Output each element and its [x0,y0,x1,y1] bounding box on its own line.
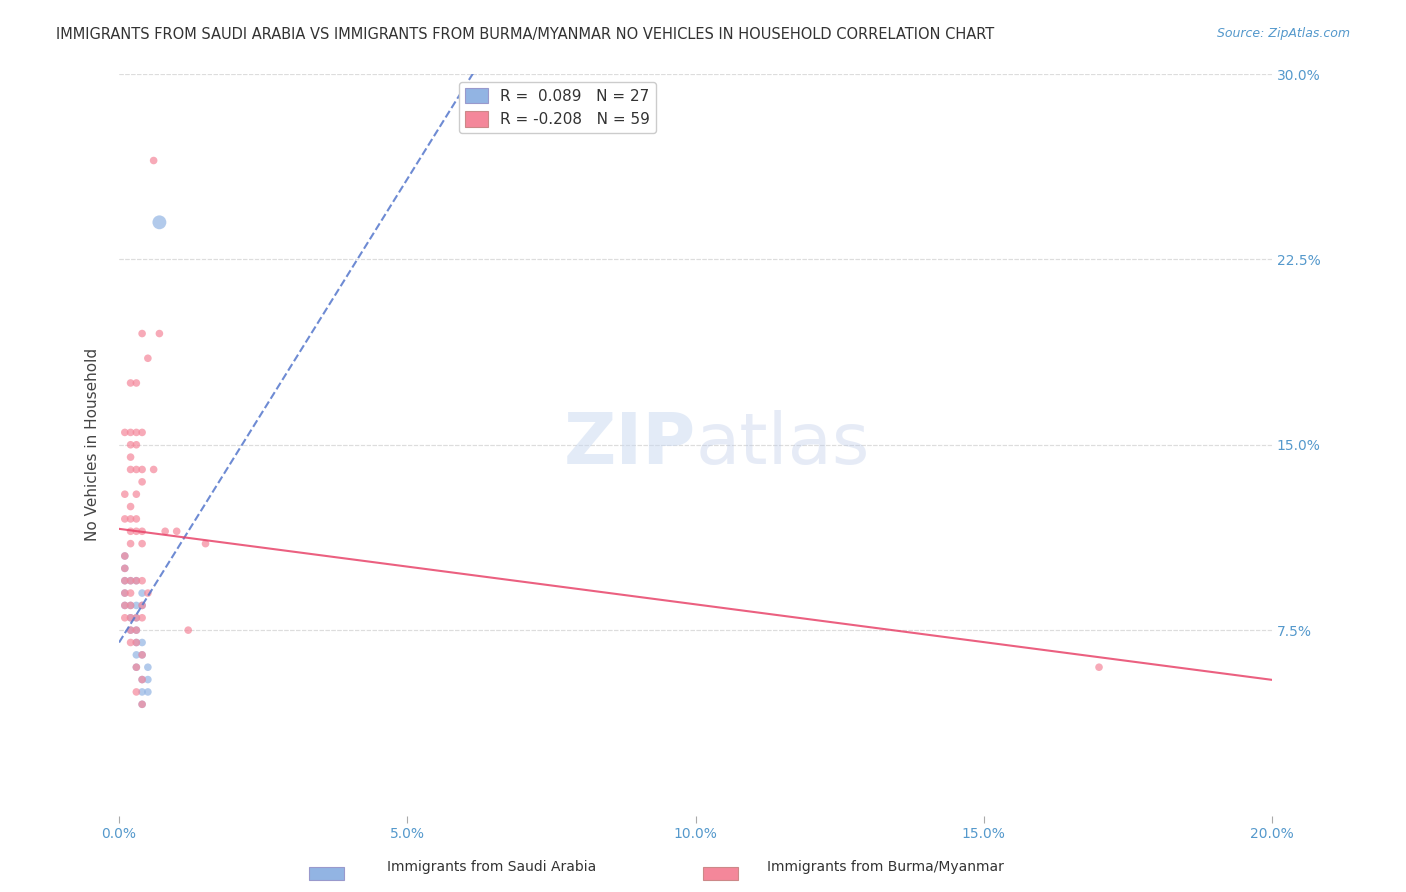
Point [131,648,153,662]
Point [125,574,148,588]
Point [153,524,176,539]
Point [142,462,165,476]
Point [125,524,148,539]
Point [125,623,148,637]
Point [1088,660,1111,674]
Point [114,549,136,563]
Point [131,524,153,539]
Point [131,599,153,613]
Point [131,648,153,662]
Point [131,425,153,440]
Point [114,512,136,526]
Point [120,500,142,514]
Point [125,611,148,625]
Point [120,611,142,625]
Point [125,660,148,674]
Point [114,425,136,440]
Legend: R =  0.089   N = 27, R = -0.208   N = 59: R = 0.089 N = 27, R = -0.208 N = 59 [458,82,655,134]
Point [120,635,142,649]
Text: ZIP: ZIP [564,410,696,479]
Point [166,524,188,539]
Point [136,660,159,674]
Point [148,215,170,229]
Point [125,635,148,649]
Point [120,524,142,539]
Point [131,462,153,476]
Point [125,512,148,526]
Point [125,685,148,699]
Text: Immigrants from Saudi Arabia: Immigrants from Saudi Arabia [388,860,596,874]
Point [120,376,142,390]
Point [120,623,142,637]
Point [120,599,142,613]
Text: Immigrants from Burma/Myanmar: Immigrants from Burma/Myanmar [768,860,1004,874]
Point [131,611,153,625]
Point [131,635,153,649]
Point [114,599,136,613]
Point [131,673,153,687]
Point [131,673,153,687]
Point [120,512,142,526]
Point [125,462,148,476]
Point [120,425,142,440]
Point [125,660,148,674]
Point [114,561,136,575]
Point [120,450,142,464]
Y-axis label: No Vehicles in Household: No Vehicles in Household [86,348,100,541]
Point [148,326,170,341]
Point [125,599,148,613]
Point [125,635,148,649]
Point [131,574,153,588]
Point [120,536,142,550]
Point [114,599,136,613]
Point [142,153,165,168]
Point [120,611,142,625]
Point [120,599,142,613]
Point [125,376,148,390]
Point [136,685,159,699]
Point [114,611,136,625]
Point [120,623,142,637]
Point [125,438,148,452]
Point [131,475,153,489]
Point [131,698,153,712]
Point [120,574,142,588]
Point [131,536,153,550]
Point [131,326,153,341]
Point [125,611,148,625]
Point [125,623,148,637]
Point [125,487,148,501]
Point [131,698,153,712]
Point [120,438,142,452]
Point [114,574,136,588]
Point [114,586,136,600]
Point [194,536,217,550]
Point [120,586,142,600]
Point [114,487,136,501]
Point [136,351,159,366]
Point [120,574,142,588]
Point [120,462,142,476]
Point [125,574,148,588]
Point [125,648,148,662]
Point [114,561,136,575]
Point [136,586,159,600]
Point [131,586,153,600]
Text: atlas: atlas [696,410,870,479]
Point [114,549,136,563]
Point [125,425,148,440]
Point [136,673,159,687]
Point [114,586,136,600]
Point [177,623,200,637]
Point [114,574,136,588]
Text: Source: ZipAtlas.com: Source: ZipAtlas.com [1216,27,1350,40]
Point [131,599,153,613]
Text: IMMIGRANTS FROM SAUDI ARABIA VS IMMIGRANTS FROM BURMA/MYANMAR NO VEHICLES IN HOU: IMMIGRANTS FROM SAUDI ARABIA VS IMMIGRAN… [56,27,994,42]
Point [131,685,153,699]
